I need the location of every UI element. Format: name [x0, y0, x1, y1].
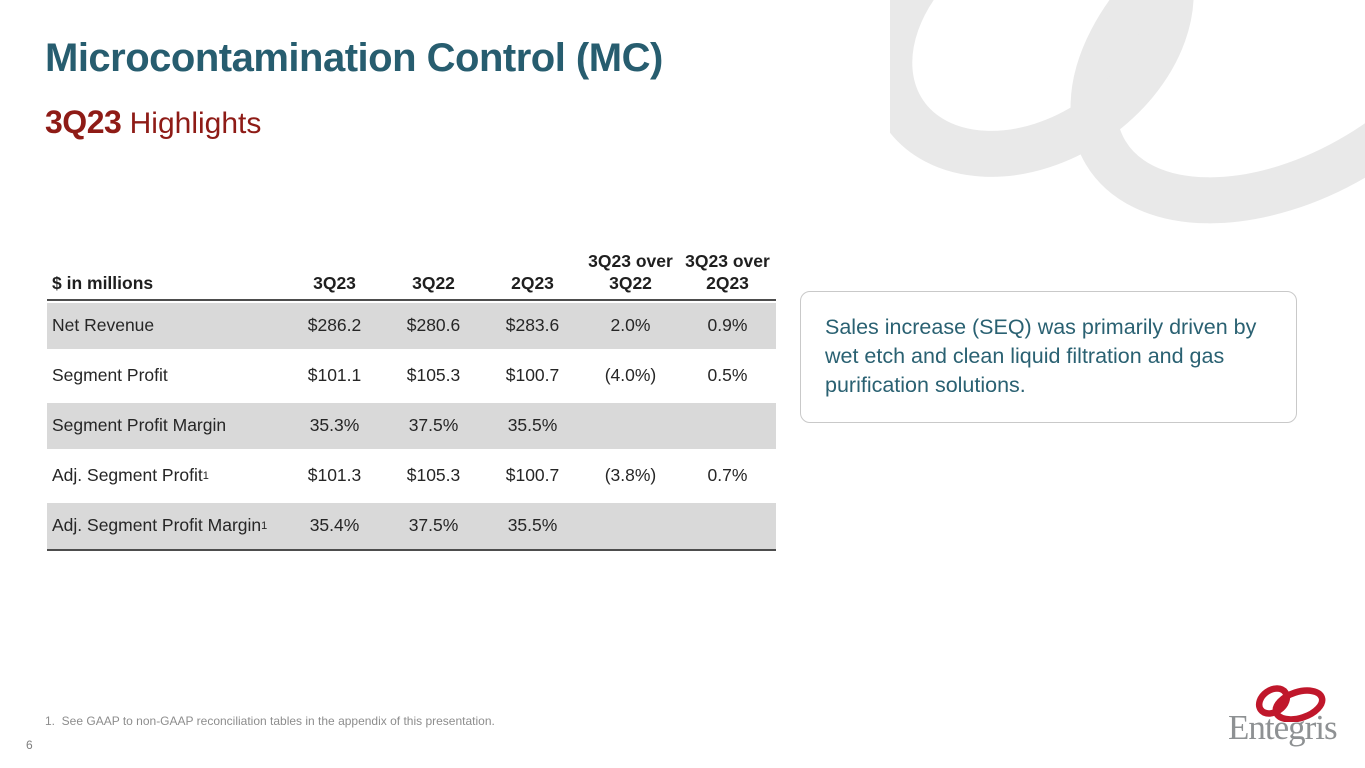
- cell-3q22: $105.3: [406, 465, 461, 486]
- cell-2q23: 35.5%: [483, 502, 582, 549]
- slide-title: Microcontamination Control (MC): [45, 36, 663, 80]
- cell-2q23: $283.6: [483, 302, 582, 349]
- cell-3q22: $280.6: [384, 302, 483, 349]
- cell-yoy: [582, 402, 679, 449]
- table-row-adj-segment-profit: Adj. Segment Profit 1 $101.3 $105.3 $100.…: [47, 451, 776, 501]
- financials-table: $ in millions 3Q23 3Q22 2Q23 3Q23 over 3Q…: [47, 250, 776, 551]
- cell-seq: [679, 402, 776, 449]
- subtitle-text: Highlights: [121, 107, 262, 140]
- row-label: Net Revenue: [47, 302, 285, 349]
- cell-3q22: 37.5%: [384, 402, 483, 449]
- row-label: Adj. Segment Profit 1: [52, 465, 209, 486]
- table-row-segment-profit-margin: Segment Profit Margin 35.3% 37.5% 35.5%: [47, 401, 776, 451]
- cell-2q23: 35.5%: [483, 402, 582, 449]
- entegris-wordmark: Entegris: [1228, 708, 1338, 747]
- table-row-adj-segment-profit-margin: Adj. Segment Profit Margin 1 35.4% 37.5% …: [47, 501, 776, 551]
- row-label: Adj. Segment Profit Margin 1: [47, 502, 285, 549]
- cell-3q23: $101.3: [307, 465, 362, 486]
- column-header-2q23: 2Q23: [511, 273, 554, 294]
- entegris-rings-icon: [1255, 685, 1326, 722]
- cell-yoy: 2.0%: [582, 302, 679, 349]
- cell-2q23: $100.7: [505, 465, 560, 486]
- row-label: Segment Profit Margin: [47, 402, 285, 449]
- column-header-3q23-over-3q22: 3Q23 over 3Q22: [588, 251, 673, 294]
- column-header-3q23-over-2q23: 3Q23 over 2Q23: [685, 251, 770, 294]
- slide-subtitle: 3Q23 Highlights: [45, 104, 261, 141]
- entegris-logo: Entegris: [1228, 684, 1353, 748]
- cell-3q22: $105.3: [406, 365, 461, 386]
- table-row-segment-profit: Segment Profit $101.1 $105.3 $100.7 (4.0…: [47, 351, 776, 401]
- cell-seq: [679, 502, 776, 549]
- comment-text: Sales increase (SEQ) was primarily drive…: [825, 315, 1257, 398]
- row-label: Segment Profit: [52, 365, 168, 386]
- cell-3q23: 35.4%: [285, 502, 384, 549]
- subtitle-quarter: 3Q23: [45, 104, 122, 140]
- highlights-comment-box: Sales increase (SEQ) was primarily drive…: [800, 291, 1297, 423]
- cell-3q23: 35.3%: [285, 402, 384, 449]
- cell-3q22: 37.5%: [384, 502, 483, 549]
- cell-seq: 0.7%: [707, 465, 748, 486]
- table-unit-label: $ in millions: [52, 273, 154, 294]
- cell-yoy: (4.0%): [604, 365, 657, 386]
- cell-3q23: $101.1: [307, 365, 362, 386]
- cell-yoy: [582, 502, 679, 549]
- table-row-net-revenue: Net Revenue $286.2 $280.6 $283.6 2.0% 0.…: [47, 301, 776, 351]
- page-number: 6: [26, 738, 33, 752]
- cell-yoy: (3.8%): [604, 465, 657, 486]
- footnote: 1. See GAAP to non-GAAP reconciliation t…: [45, 714, 495, 728]
- cell-3q23: $286.2: [285, 302, 384, 349]
- brand-swoosh-decoration: [890, 0, 1365, 224]
- cell-seq: 0.9%: [679, 302, 776, 349]
- column-header-3q23: 3Q23: [313, 273, 356, 294]
- cell-seq: 0.5%: [707, 365, 748, 386]
- table-header-row: $ in millions 3Q23 3Q22 2Q23 3Q23 over 3Q…: [47, 250, 776, 301]
- cell-2q23: $100.7: [505, 365, 560, 386]
- column-header-3q22: 3Q22: [412, 273, 455, 294]
